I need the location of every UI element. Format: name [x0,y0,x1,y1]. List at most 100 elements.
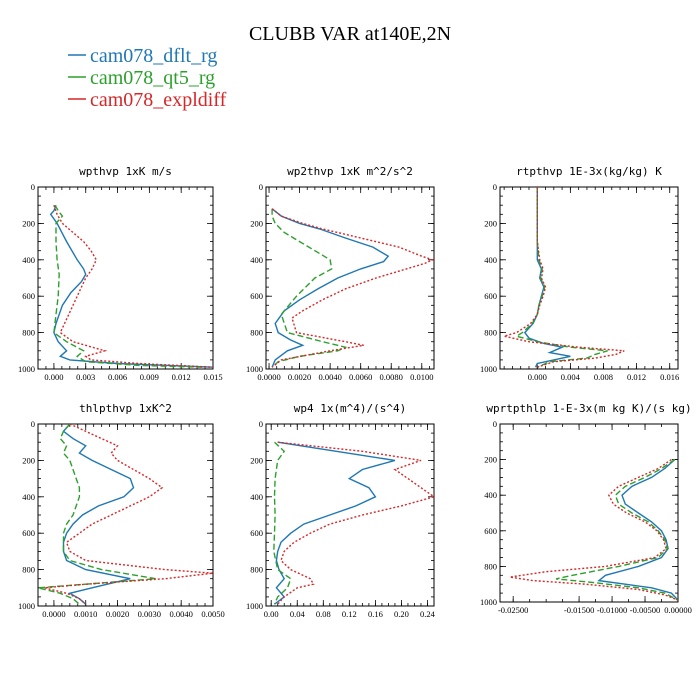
x-tick-label: 0.0080 [380,372,403,382]
x-tick-label: -0.00500 [630,605,660,615]
x-tick-label: 0.0000 [42,609,65,619]
series-line-cam078_qt5_rg [555,459,678,601]
y-tick-label: 600 [250,528,263,538]
y-tick-label: 400 [22,255,35,265]
axis-frame [265,186,435,370]
y-tick-label: 200 [22,218,35,228]
x-tick-label: 0.0020 [288,372,311,382]
series-line-cam078_expldiff [509,459,678,601]
x-tick-label: 0.0030 [138,609,161,619]
x-tick-label: 0.16 [368,609,383,619]
y-tick-label: 600 [484,526,497,536]
panel-2: wp2thvp 1xK m^2/s^2020040060080010000.00… [246,165,435,382]
y-tick-label: 200 [22,455,35,465]
y-tick-label: 800 [22,328,35,338]
panel-3: rtpthvp 1E-3x(kg/kg) K 0 200 400 600 800 1000 0… [480,165,679,382]
y-tick-label: 800 [250,328,263,338]
y-tick-label: 1000 [480,364,497,374]
y-tick-label: 1000 [18,601,35,611]
legend-label: cam078_expldiff [90,89,227,111]
x-tick-label: 0.012 [172,372,191,382]
x-tick-label: 0.012 [627,372,646,382]
series-line-cam078_qt5_rg [271,208,348,368]
panel-title: thlpthvp 1xK^2 [79,402,172,415]
x-tick-label: 0.04 [290,609,306,619]
x-tick-label: -0.01500 [564,605,594,615]
x-tick-label: 0.015 [203,372,222,382]
x-tick-label: 0.0040 [169,609,192,619]
series-line-cam078_expldiff [53,204,213,368]
x-tick-label: 0.000 [528,372,547,382]
y-tick-label: 1000 [246,601,263,611]
series-line-cam078_qt5_rg [38,424,156,605]
y-tick-label: 200 [484,455,497,465]
y-tick-label: 800 [484,328,497,338]
x-tick-label: 0.0010 [74,609,97,619]
y-tick-label: 200 [484,218,497,228]
y-tick-label: 400 [484,490,497,500]
y-tick-label: 600 [250,291,263,301]
y-tick-label: 0 [31,182,35,192]
legend-entry-expldiff: cam078_expldiff [68,89,227,111]
axis-frame [37,423,214,607]
x-tick-label: -0.02500 [498,605,528,615]
x-tick-label: 0.0020 [106,609,129,619]
series-line-cam078_dflt_rg [49,204,213,368]
x-tick-label: 0.0050 [201,609,224,619]
legend-label: cam078_qt5_rg [90,67,215,89]
x-tick-label: 0.0100 [410,372,433,382]
x-tick-label: 0.24 [420,609,436,619]
y-tick-label: 1000 [18,364,35,374]
x-tick-label: 0.00 [264,609,279,619]
series-line-cam078_dflt_rg [274,441,396,605]
x-tick-label: 0.00000 [664,605,692,615]
x-tick-label: 0.004 [561,372,581,382]
axis-frame [265,423,435,607]
y-tick-label: 200 [250,455,263,465]
series-line-cam078_expldiff [271,208,434,368]
y-tick-label: 0 [493,419,497,429]
y-tick-label: 1000 [480,597,497,607]
y-tick-label: 600 [484,291,497,301]
panel-4: thlpthvp 1xK^2 0 200 400 600 800 1000 0.0000 0.0… [18,402,225,619]
x-tick-label: 0.08 [316,609,331,619]
axis-frame [37,186,214,370]
figure-title: CLUBB VAR at140E,2N [249,23,451,45]
series-line-cam078_expldiff [277,441,434,605]
y-tick-label: 800 [484,561,497,571]
y-tick-label: 400 [484,255,497,265]
panel-title: wprtpthlp 1-E-3x(m kg K)/(s kg) [486,402,691,415]
panel-title: wp2thvp 1xK m^2/s^2 [287,165,413,178]
x-tick-label: 0.009 [140,372,159,382]
y-tick-label: 600 [22,291,35,301]
legend-entry-dflt: cam078_dflt_rg [68,45,217,67]
panel-1: wpthvp 1xK m/s 0 200 400 600 800 1000 0.000 0.00… [18,165,223,382]
x-tick-label: 0.20 [394,609,409,619]
x-tick-label: -0.01000 [597,605,627,615]
series-line-cam078_dflt_rg [271,208,390,368]
series-line-cam078_qt5_rg [273,441,292,605]
series-line-cam078_dflt_rg [62,424,135,605]
axis-frame [499,186,679,370]
series-line-cam078_expldiff [44,424,213,605]
series-line-cam078_expldiff [503,187,625,368]
y-tick-label: 600 [22,528,35,538]
x-tick-label: 0.006 [108,372,127,382]
y-tick-label: 0 [259,419,263,429]
y-tick-label: 200 [250,218,263,228]
y-tick-label: 400 [250,255,263,265]
y-tick-label: 800 [22,565,35,575]
x-tick-label: 0.008 [594,372,613,382]
x-tick-label: 0.0000 [257,372,280,382]
legend: cam078_dflt_rg cam078_qt5_rg cam078_expl… [68,45,227,111]
y-tick-label: 0 [31,419,35,429]
y-tick-label: 0 [259,182,263,192]
panel-title: wpthvp 1xK m/s [79,165,172,178]
y-tick-label: 1000 [246,364,263,374]
series-line-cam078_qt5_rg [514,187,608,368]
x-tick-label: 0.016 [660,372,679,382]
x-tick-label: 0.0060 [349,372,372,382]
